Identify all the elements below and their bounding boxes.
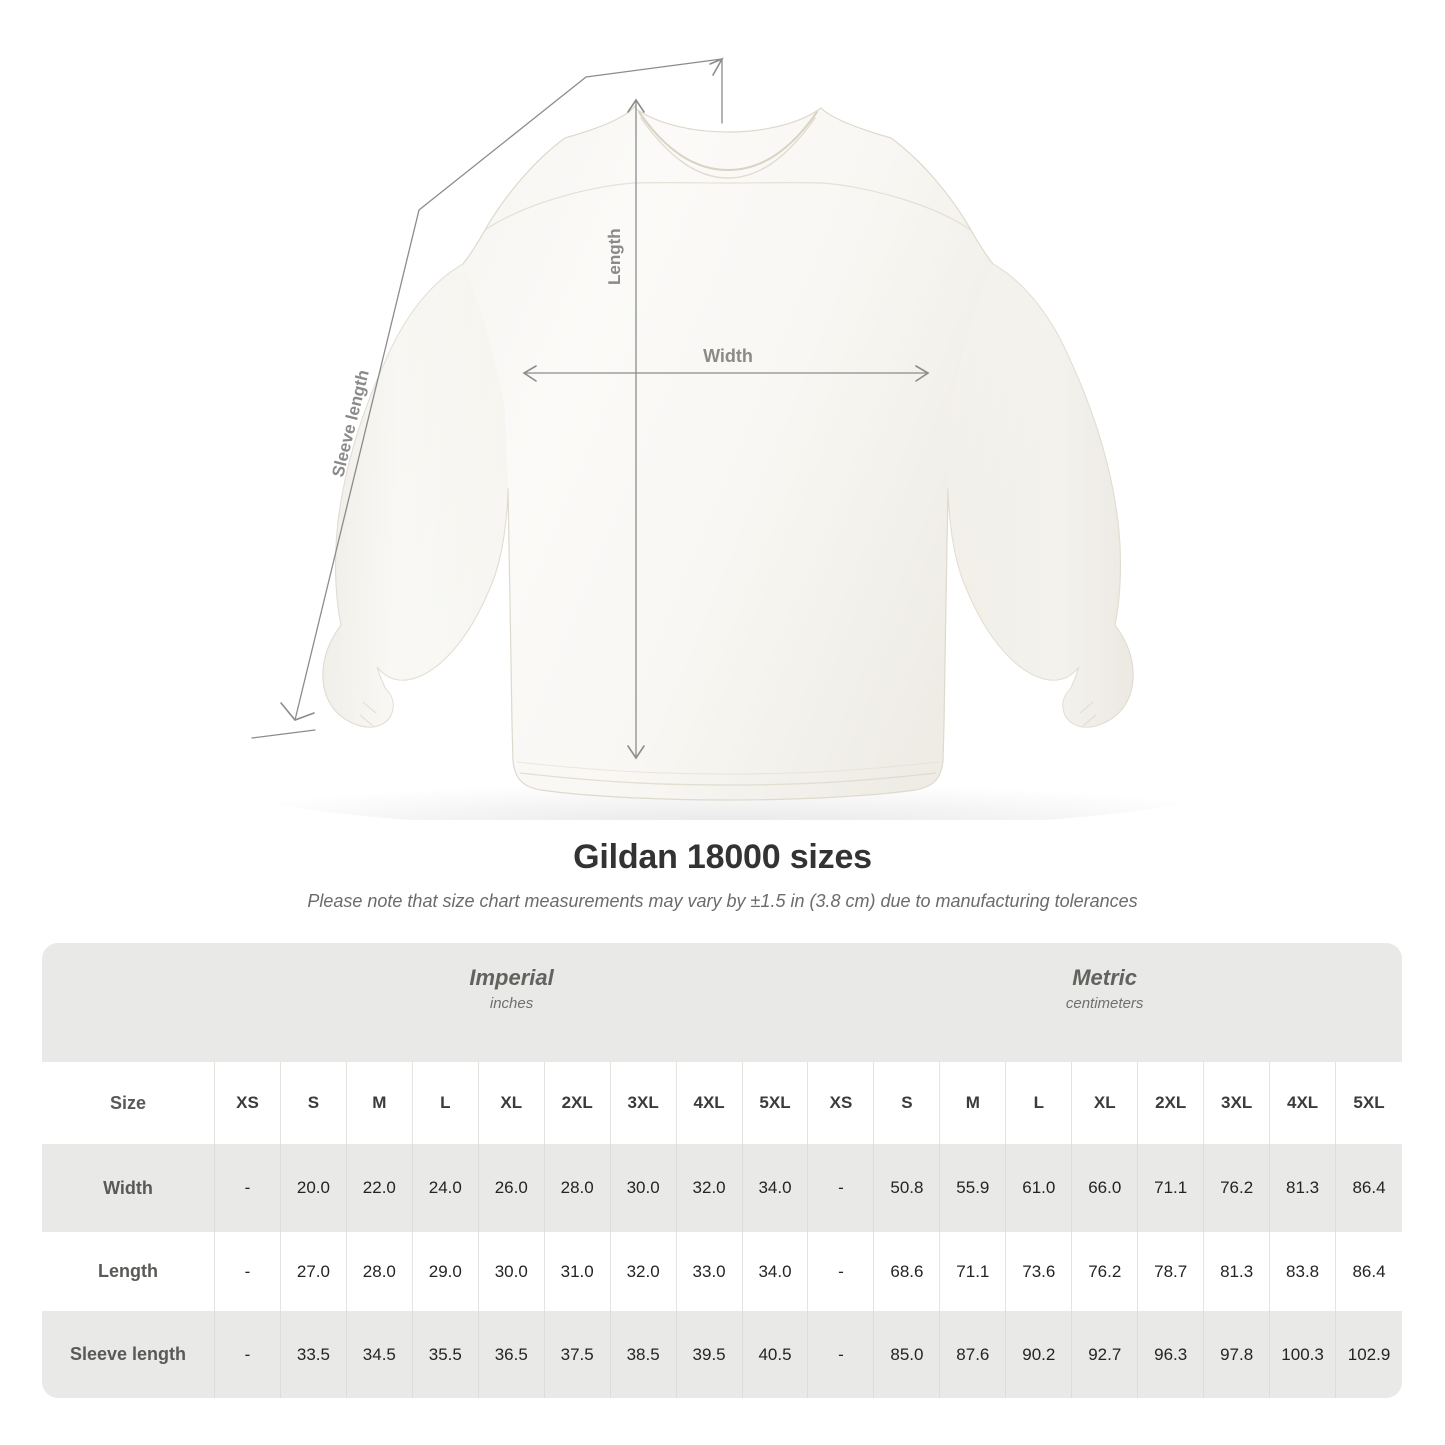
svg-text:Width: Width (703, 346, 753, 366)
svg-text:Length: Length (605, 228, 624, 285)
